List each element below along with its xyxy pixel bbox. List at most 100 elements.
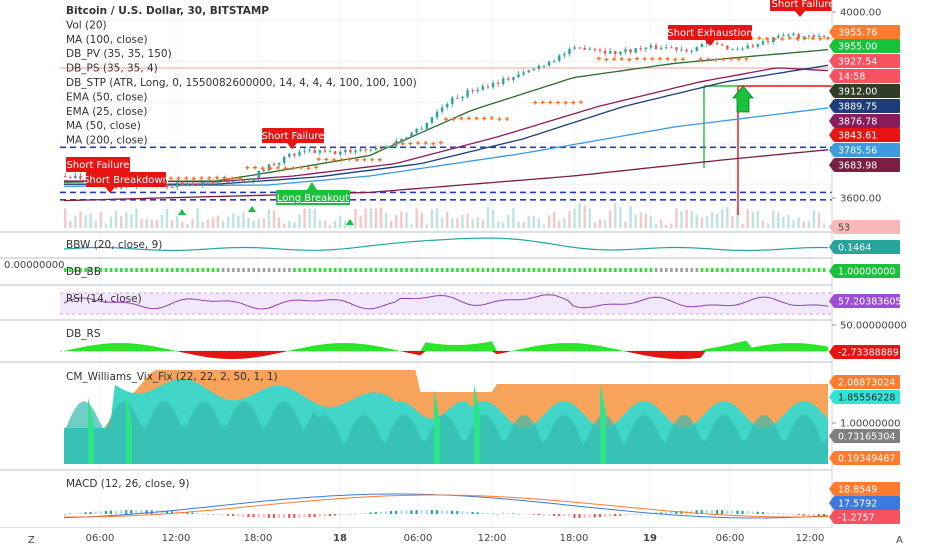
- stop-cross: [673, 57, 678, 62]
- dbbb-bar: [293, 268, 296, 272]
- candle-body: [451, 97, 454, 105]
- volume-bar: [542, 224, 546, 228]
- dbbb-bar: [731, 268, 734, 272]
- candle-body: [211, 181, 215, 183]
- dbbb-bar: [537, 268, 541, 272]
- macd-histogram-bar: [588, 514, 591, 518]
- annotation-box: [770, 0, 836, 11]
- annotation-label: Short Failure: [67, 160, 130, 171]
- dbbb-bar: [69, 268, 72, 272]
- volume-bar: [114, 210, 118, 228]
- candle-body: [364, 149, 367, 151]
- volume-bar: [573, 208, 576, 228]
- volume-bar: [537, 218, 541, 228]
- axis-value-text: 1.00000000: [838, 267, 895, 278]
- dbbb-bar: [288, 268, 291, 272]
- axis-value-tag: [834, 510, 900, 524]
- dbbb-bar: [771, 268, 775, 272]
- volume-bar: [267, 209, 271, 228]
- volume-bar: [323, 220, 327, 228]
- macd-histogram-bar: [731, 510, 734, 514]
- macd-histogram-bar: [135, 510, 138, 514]
- volume-bar: [99, 212, 103, 228]
- volume-bar: [721, 209, 724, 228]
- macd-histogram-bar: [695, 510, 698, 514]
- macd-histogram-bar: [130, 510, 133, 514]
- volume-bar: [186, 224, 189, 228]
- candle-body: [257, 170, 260, 179]
- volume-bar: [680, 211, 683, 228]
- macd-histogram-bar: [64, 514, 67, 515]
- candle-body: [695, 47, 698, 52]
- candle-body: [603, 50, 607, 54]
- candle-body: [527, 70, 530, 73]
- time-axis[interactable]: 06:00 12:00 18:00 18 06:00 12:00 18:00 19 06:00 1…: [0, 528, 932, 550]
- axis-value-tag: [834, 294, 900, 308]
- candle-body: [308, 150, 311, 152]
- price-pane[interactable]: Short Failure Short Breakdown Short Failur…: [60, 0, 836, 228]
- dbbb-bar: [461, 268, 464, 272]
- annotation-pointer: [795, 11, 805, 17]
- stop-cross: [283, 166, 288, 171]
- macd-histogram-bar: [624, 514, 627, 516]
- dbbb-bar: [527, 268, 531, 272]
- dbbb-bar: [109, 268, 113, 272]
- macd-histogram-bar: [603, 514, 607, 517]
- candle-body: [293, 153, 296, 156]
- axis-value-tag: [834, 482, 900, 496]
- dbbb-bar: [598, 268, 602, 272]
- macd-histogram-bar: [456, 510, 459, 514]
- macd-histogram-bar: [766, 512, 770, 514]
- dbbb-bar: [298, 268, 301, 272]
- dbbb-bar: [206, 268, 210, 272]
- candle-body: [542, 65, 546, 67]
- dbbb-bar: [563, 268, 566, 272]
- macd-histogram-bar: [812, 514, 815, 517]
- volume-bar: [782, 217, 785, 228]
- stop-cross: [665, 56, 670, 61]
- macd-histogram-bar: [354, 513, 357, 515]
- volume-bar: [736, 207, 739, 228]
- volume-bar: [252, 220, 255, 228]
- stop-cross: [408, 141, 413, 146]
- stop-cross: [253, 165, 257, 170]
- axis-value-text: 0.1464: [838, 243, 871, 254]
- candle-body: [328, 151, 332, 153]
- candle-body: [746, 45, 749, 49]
- macd-histogram-bar: [527, 514, 530, 515]
- axis-value-text: 3889.75: [838, 102, 877, 113]
- candle-body: [379, 147, 383, 149]
- stop-cross: [245, 165, 250, 170]
- volume-bar: [145, 219, 148, 228]
- stop-cross: [698, 57, 703, 62]
- macd-histogram-bar: [277, 514, 281, 518]
- candle-body: [420, 128, 423, 130]
- volume-bar: [690, 210, 693, 228]
- dbbb-bar: [94, 268, 98, 272]
- candle-body: [634, 48, 637, 53]
- volume-bar: [629, 205, 632, 228]
- macd-histogram-bar: [369, 512, 372, 514]
- axis-tag-pointer: [829, 54, 834, 68]
- candle-body: [532, 68, 535, 71]
- volume-bar: [624, 221, 627, 228]
- volume-bar: [344, 220, 347, 228]
- dbbb-bar: [252, 268, 256, 272]
- signal-annotations: Short Failure Short Breakdown Short Failur…: [66, 0, 836, 225]
- volume-bar: [420, 212, 423, 228]
- candle-body: [359, 149, 362, 151]
- stop-cross: [347, 157, 352, 162]
- macd-histogram-bar: [114, 510, 118, 514]
- volume-bar: [374, 208, 378, 228]
- macd-histogram-bar: [328, 514, 332, 516]
- candle-body: [552, 60, 556, 62]
- axis-tag-pointer: [829, 39, 834, 53]
- volume-bar: [389, 220, 393, 228]
- macd-histogram-bar: [410, 510, 413, 514]
- price-axis[interactable]: 4000.00 3600.00 3955.76 3955.00 3927.54 14:58…: [829, 0, 932, 528]
- dbbb-bar: [84, 268, 87, 272]
- stop-cross: [612, 57, 617, 62]
- dbbb-bar: [792, 268, 795, 272]
